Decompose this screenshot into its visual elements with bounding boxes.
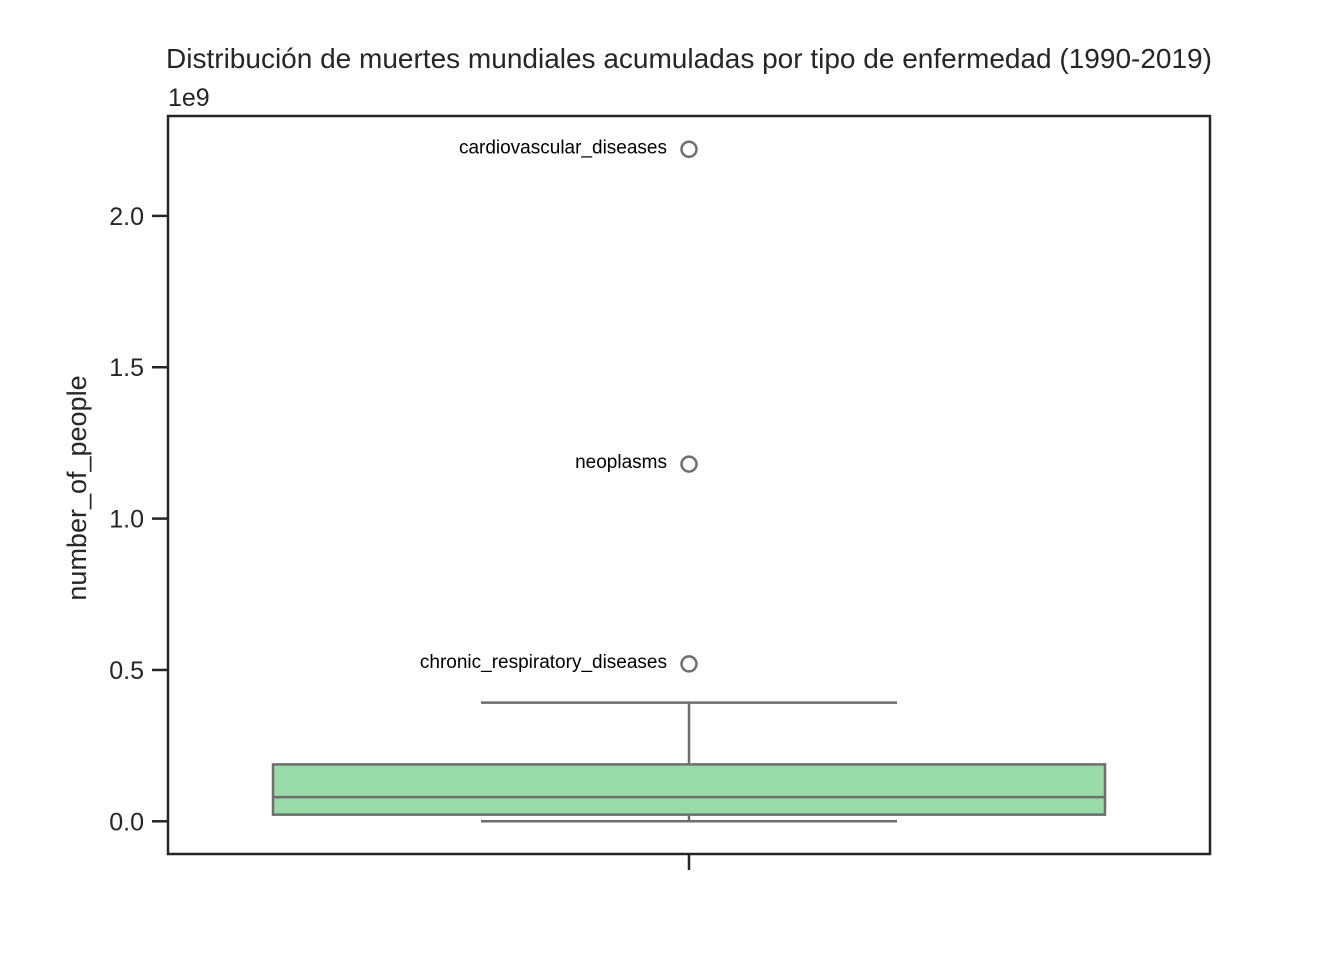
outlier-point [680, 140, 698, 159]
outlier-point [680, 455, 698, 473]
y-axis-label: number_of_people [62, 375, 92, 600]
y-axis: 0.0 0.5 1.0 1.5 2.0 [109, 203, 168, 836]
outlier-label: cardiovascular_diseases [459, 137, 667, 158]
y-tick-label: 0.0 [109, 808, 144, 836]
outlier-label: chronic_respiratory_diseases [420, 652, 667, 673]
y-tick-label: 1.0 [109, 506, 144, 534]
y-tick-label: 1.5 [109, 354, 144, 382]
outlier-point [680, 655, 698, 673]
box-iqr [271, 763, 1107, 816]
plot-area: cardiovascular_diseases neoplasms chronic_… [271, 137, 1107, 823]
y-tick-label: 0.5 [109, 657, 144, 685]
y-axis-offset-label: 1e9 [168, 84, 210, 112]
outlier-label: neoplasms [575, 452, 667, 473]
y-tick-label: 2.0 [109, 203, 144, 231]
chart-title: Distribución de muertes mundiales acumul… [166, 43, 1212, 74]
